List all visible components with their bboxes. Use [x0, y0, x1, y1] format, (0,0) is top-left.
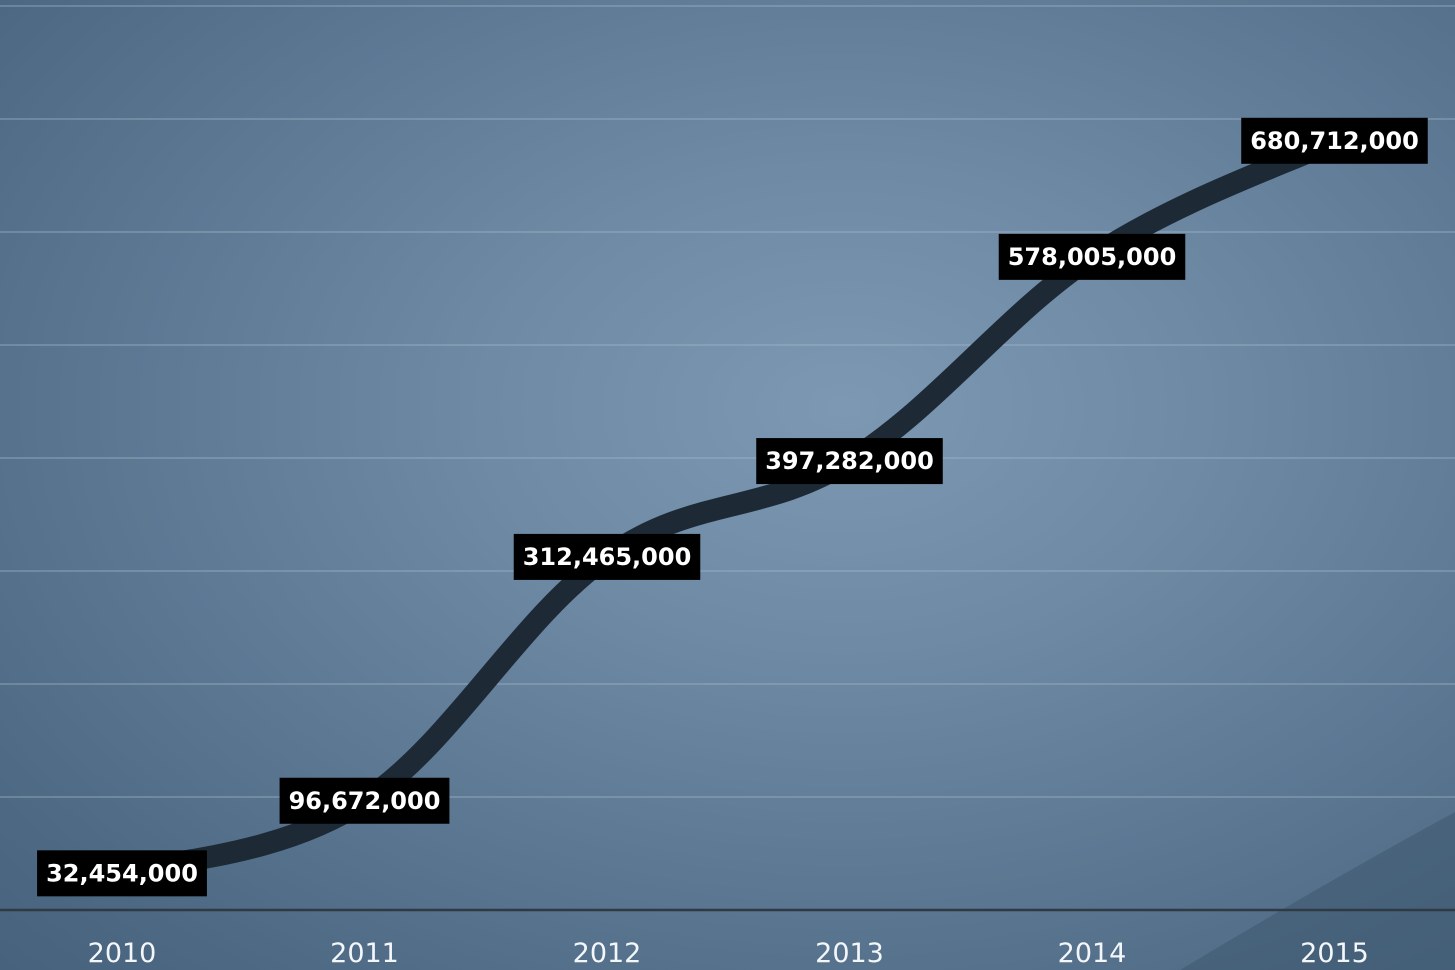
data-label: 680,712,000	[1241, 118, 1428, 164]
data-label-text: 397,282,000	[765, 447, 934, 475]
data-label: 96,672,000	[280, 778, 450, 824]
gridlines	[0, 6, 1455, 910]
data-label: 578,005,000	[999, 234, 1186, 280]
x-tick-label: 2014	[1058, 938, 1127, 969]
x-axis-ticks: 2010 2011 2012 2013 2014 2015	[88, 938, 1369, 969]
data-label: 312,465,000	[514, 534, 701, 580]
data-label: 397,282,000	[756, 438, 943, 484]
x-tick-label: 2013	[815, 938, 884, 969]
x-tick-label: 2010	[88, 938, 157, 969]
data-label-text: 32,454,000	[46, 859, 198, 887]
x-tick-label: 2011	[330, 938, 399, 969]
data-label-text: 96,672,000	[289, 787, 441, 815]
x-tick-label: 2012	[573, 938, 642, 969]
data-label-text: 680,712,000	[1250, 127, 1419, 155]
x-tick-label: 2015	[1300, 938, 1369, 969]
data-label-text: 578,005,000	[1008, 243, 1177, 271]
data-label: 32,454,000	[37, 850, 207, 896]
data-label-text: 312,465,000	[523, 543, 692, 571]
